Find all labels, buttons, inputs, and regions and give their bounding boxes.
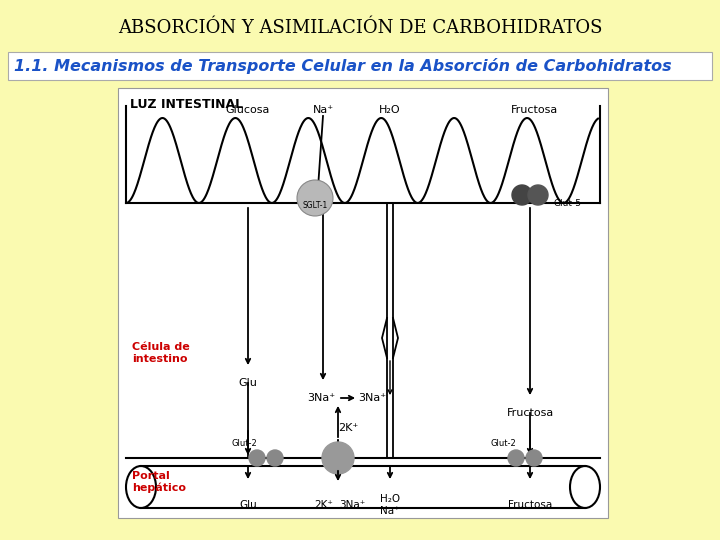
FancyBboxPatch shape <box>141 466 585 508</box>
Ellipse shape <box>126 466 156 508</box>
Text: Fructosa: Fructosa <box>506 408 554 418</box>
Text: Glu: Glu <box>239 500 257 510</box>
Circle shape <box>528 185 548 205</box>
Circle shape <box>267 450 283 466</box>
Text: Célula de
intestino: Célula de intestino <box>132 342 190 364</box>
Text: Glut-2: Glut-2 <box>490 438 516 448</box>
Circle shape <box>322 442 354 474</box>
Circle shape <box>526 450 542 466</box>
Text: 1.1. Mecanismos de Transporte Celular en la Absorción de Carbohidratos: 1.1. Mecanismos de Transporte Celular en… <box>14 58 672 74</box>
Text: 2K⁺: 2K⁺ <box>315 500 333 510</box>
Circle shape <box>297 180 333 216</box>
Text: Glut-2: Glut-2 <box>231 438 257 448</box>
Text: SGLT-1: SGLT-1 <box>302 201 328 211</box>
FancyBboxPatch shape <box>118 88 608 518</box>
Text: Glut-5: Glut-5 <box>554 199 582 207</box>
Text: 3Na⁺: 3Na⁺ <box>307 393 335 403</box>
Text: Fructosa: Fructosa <box>511 105 559 115</box>
Text: 3Na⁺: 3Na⁺ <box>339 500 365 510</box>
Circle shape <box>512 185 532 205</box>
Text: Na⁺: Na⁺ <box>312 105 333 115</box>
Circle shape <box>508 450 524 466</box>
Text: Glucosa: Glucosa <box>226 105 270 115</box>
Circle shape <box>249 450 265 466</box>
Text: Fructosa: Fructosa <box>508 500 552 510</box>
Ellipse shape <box>570 466 600 508</box>
Text: ABSORCIÓN Y ASIMILACIÓN DE CARBOHIDRATOS: ABSORCIÓN Y ASIMILACIÓN DE CARBOHIDRATOS <box>118 19 602 37</box>
FancyBboxPatch shape <box>8 52 712 80</box>
Text: 2K⁺: 2K⁺ <box>338 423 358 433</box>
Text: Portal
hepático: Portal hepático <box>132 471 186 493</box>
Text: LUZ INTESTINAL: LUZ INTESTINAL <box>130 98 243 111</box>
Text: H₂O: H₂O <box>379 105 401 115</box>
Text: 3Na⁺: 3Na⁺ <box>358 393 386 403</box>
Text: H₂O
Na⁺: H₂O Na⁺ <box>380 494 400 516</box>
Text: Glu: Glu <box>238 378 258 388</box>
